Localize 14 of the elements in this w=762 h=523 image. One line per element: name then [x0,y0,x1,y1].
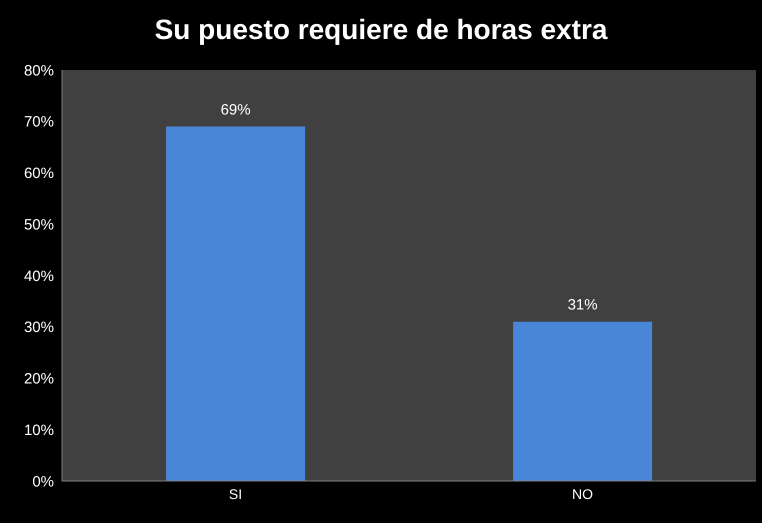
data-label: 69% [220,102,251,119]
y-tick-label: 70% [24,114,54,131]
chart-title: Su puesto requiere de horas extra [154,14,609,46]
y-tick-label: 50% [24,216,54,234]
y-tick-label: 0% [32,473,54,490]
data-label: 31% [568,296,598,314]
x-tick-label: NO [572,486,594,502]
y-tick-label: 40% [24,268,54,285]
y-tick-label: 10% [24,422,54,439]
y-tick-label: 30% [24,319,54,336]
y-tick-label: 20% [24,370,54,388]
y-tick-label: 60% [24,165,54,182]
x-tick-label: SI [228,486,242,502]
y-tick-label: 80% [24,62,54,80]
